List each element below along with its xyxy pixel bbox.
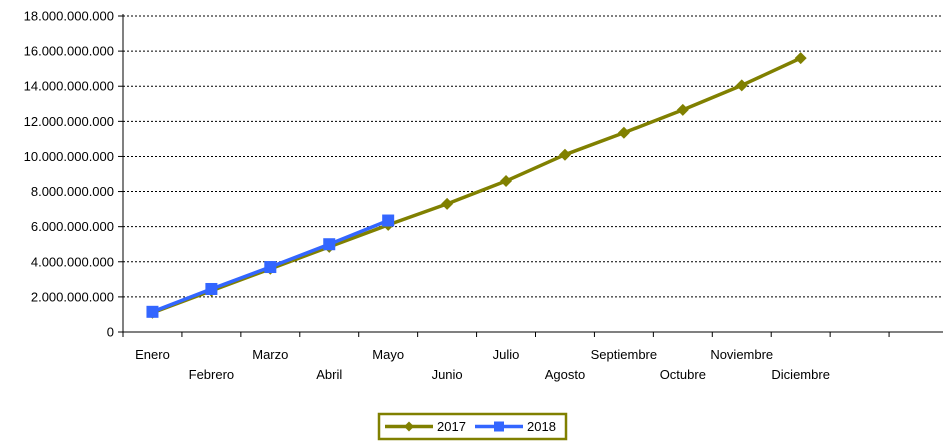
x-tick-label: Marzo xyxy=(252,347,288,362)
data-point xyxy=(500,175,513,188)
y-tick-label: 10.000.000.000 xyxy=(24,149,114,164)
x-tick-label: Diciembre xyxy=(771,367,830,382)
x-tick-label: Agosto xyxy=(545,367,585,382)
gridlines xyxy=(123,15,943,298)
y-tick-label: 12.000.000.000 xyxy=(24,114,114,129)
y-tick-label: 14.000.000.000 xyxy=(24,79,114,94)
legend-marker xyxy=(494,421,504,432)
data-point xyxy=(146,305,159,318)
y-tick-label: 8.000.000.000 xyxy=(31,184,114,199)
x-tick-label: Septiembre xyxy=(591,347,657,362)
y-tick-label: 4.000.000.000 xyxy=(31,254,114,269)
y-tick-label: 16.000.000.000 xyxy=(24,44,114,59)
x-tick-label: Enero xyxy=(135,347,170,362)
data-point xyxy=(794,52,807,65)
data-point xyxy=(264,261,277,274)
legend-item-2017: 2017 xyxy=(385,419,466,434)
x-tick-label: Mayo xyxy=(372,347,404,362)
x-tick-label: Octubre xyxy=(660,367,706,382)
data-point xyxy=(441,197,454,210)
x-tick-label: Abril xyxy=(316,367,342,382)
axes xyxy=(118,14,943,337)
legend-marker xyxy=(404,421,414,432)
data-point xyxy=(676,103,689,116)
y-axis-ticks: 0 2.000.000.000 4.000.000.000 6.000.000.000… xyxy=(24,9,114,340)
data-point xyxy=(205,282,218,295)
x-axis-ticks: Enero Febrero Marzo Abril Mayo Junio Julio Agos… xyxy=(135,347,830,382)
data-point xyxy=(735,79,748,92)
series-2017 xyxy=(146,52,807,319)
data-point xyxy=(382,214,395,227)
x-tick-label: Febrero xyxy=(189,367,235,382)
series-2018 xyxy=(146,214,395,318)
data-point xyxy=(558,148,571,161)
legend-label: 2017 xyxy=(437,419,466,434)
x-tick-label: Noviembre xyxy=(710,347,773,362)
series xyxy=(146,52,807,319)
y-tick-label: 0 xyxy=(107,325,114,340)
data-point xyxy=(617,126,630,139)
legend-item-2018: 2018 xyxy=(475,419,556,434)
legend-label: 2018 xyxy=(527,419,556,434)
data-point xyxy=(323,238,336,251)
x-tick-label: Julio xyxy=(493,347,520,362)
x-tick-label: Junio xyxy=(432,367,463,382)
y-tick-label: 2.000.000.000 xyxy=(31,289,114,304)
y-tick-label: 18.000.000.000 xyxy=(24,9,114,24)
legend: 2017 2018 xyxy=(377,412,568,441)
y-tick-label: 6.000.000.000 xyxy=(31,219,114,234)
